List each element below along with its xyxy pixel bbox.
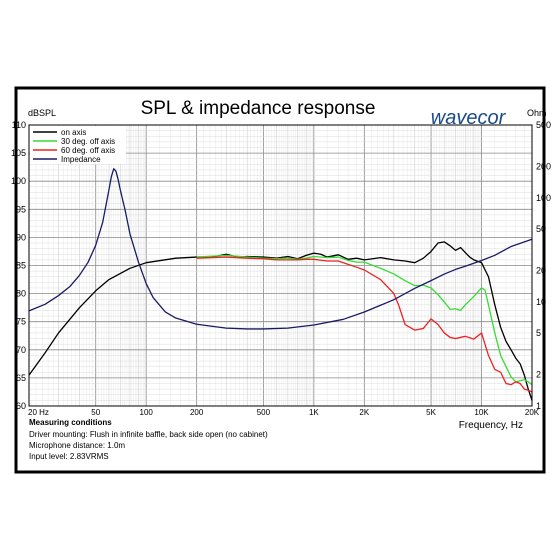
series-line-impedance — [28, 168, 533, 330]
right-tick-label: 200 — [536, 161, 551, 171]
left-tick-label: 105 — [11, 148, 26, 158]
x-tick-label: 1K — [309, 408, 319, 417]
x-tick-label: 20 Hz — [28, 408, 49, 417]
left-tick-label: 100 — [11, 176, 26, 186]
right-tick-label: 5 — [536, 328, 541, 338]
series-line-on-axis — [28, 241, 533, 401]
right-axis-unit: Ohm — [527, 108, 547, 118]
left-tick-label: 90 — [16, 232, 26, 242]
right-tick-label: 20 — [536, 266, 546, 276]
left-axis-unit: dBSPL — [28, 108, 56, 118]
right-axis-ticks: 1 2 5 10 20 50 100 200 500 — [536, 120, 551, 411]
x-axis-label: Frequency, Hz — [459, 420, 523, 431]
left-tick-label: 110 — [12, 120, 26, 130]
notes-line-mounting: Driver mounting: Flush in infinite baffl… — [29, 430, 268, 439]
series-line-60-deg-off-axis — [196, 256, 533, 393]
x-tick-label: 200 — [190, 408, 204, 417]
outer-border — [14, 86, 546, 474]
notes-heading: Measuring conditions — [29, 418, 112, 427]
right-tick-label: 50 — [536, 224, 546, 234]
left-axis-ticks: 60 65 70 75 80 85 90 95 100 105 110 — [11, 120, 26, 411]
chart-title: SPL & impedance response — [141, 98, 376, 119]
x-tick-label: 500 — [257, 408, 271, 417]
x-tick-label: 10K — [474, 408, 489, 417]
x-tick-label: 100 — [140, 408, 154, 417]
notes-line-level: Input level: 2.83VRMS — [29, 452, 109, 461]
x-tick-label: 50 — [91, 408, 100, 417]
legend-label: 30 deg. off axis — [61, 137, 115, 146]
notes-line-distance: Microphone distance: 1.0m — [29, 441, 125, 450]
x-tick-label: 2K — [359, 408, 369, 417]
right-tick-label: 100 — [536, 193, 551, 203]
x-axis-ticks: 20 Hz 50 100 200 500 1K 2K 5K 10K 20K — [28, 408, 540, 417]
left-tick-label: 70 — [16, 345, 26, 355]
left-tick-label: 80 — [16, 289, 26, 299]
left-tick-label: 95 — [16, 204, 26, 214]
right-tick-label: 2 — [536, 370, 541, 380]
measuring-conditions: Measuring conditions Driver mounting: Fl… — [29, 418, 268, 461]
x-tick-label: 5K — [426, 408, 436, 417]
series-lines — [28, 168, 533, 401]
wavecor-logo: wavecor — [431, 107, 507, 129]
legend-label: Impedance — [61, 155, 101, 164]
left-tick-label: 60 — [16, 401, 26, 411]
left-tick-label: 85 — [16, 261, 26, 271]
legend-label: 60 deg. off axis — [61, 146, 115, 155]
series-line-30-deg-off-axis — [196, 254, 533, 386]
right-tick-label: 1 — [536, 401, 541, 411]
left-tick-label: 65 — [16, 373, 26, 383]
right-tick-label: 10 — [536, 297, 546, 307]
x-tick-label: 20K — [525, 408, 540, 417]
legend-label: on axis — [61, 128, 86, 137]
plot-border — [28, 124, 533, 407]
left-tick-label: 75 — [16, 317, 26, 327]
right-tick-label: 500 — [536, 120, 551, 130]
